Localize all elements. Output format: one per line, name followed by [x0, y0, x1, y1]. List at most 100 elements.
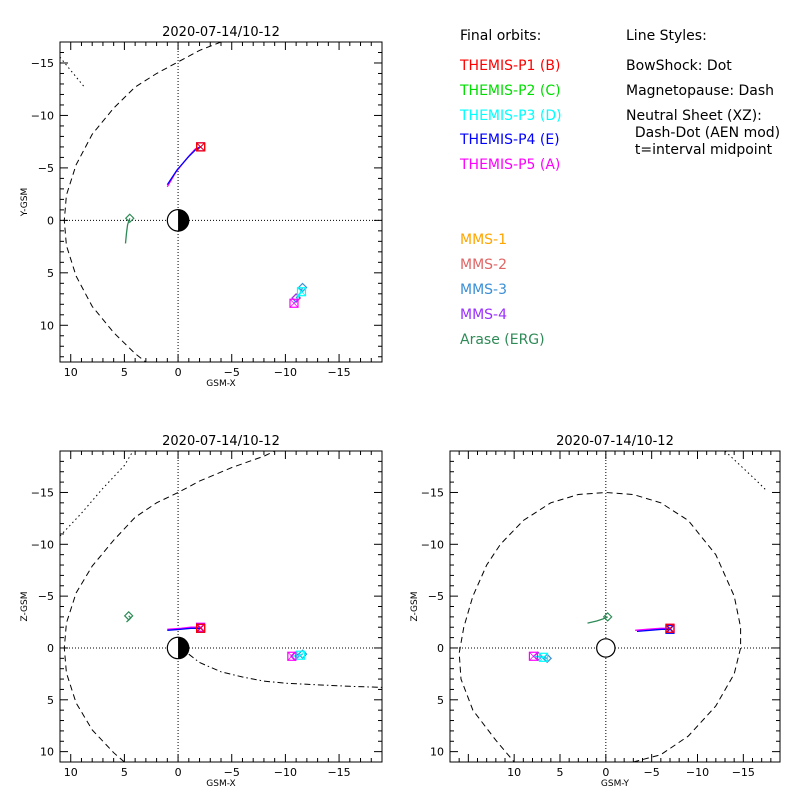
magnetopause-line — [63, 451, 275, 762]
plot-frame — [59, 41, 383, 363]
y-axis-label: Y-GSM — [20, 188, 30, 217]
position-cross-themis-p5-a — [287, 651, 297, 661]
legend-item-mms-4: MMS-4 — [460, 307, 507, 323]
x-tick-label: −5 — [224, 366, 240, 379]
neutral-sheet-xz-line — [188, 653, 382, 688]
line-style-note: t=interval midpoint — [626, 142, 773, 158]
orbit-track-themis-p5-a — [166, 146, 201, 188]
position-cross-themis-p3-d — [297, 287, 306, 296]
line-style-note: Magnetopause: Dash — [626, 83, 774, 99]
y-tick-label: −5 — [428, 590, 444, 603]
position-cross-themis-p3-d — [296, 650, 305, 660]
legend-final-orbits-header: Final orbits: — [460, 28, 541, 44]
legend: Final orbits: Line Styles: THEMIS-P1 (B)… — [459, 28, 780, 348]
x-tick-label: 10 — [507, 766, 521, 779]
plot-area — [54, 42, 382, 364]
y-tick-label: 10 — [40, 319, 54, 332]
legend-item-mms-3: MMS-3 — [460, 282, 507, 298]
x-tick-label: −5 — [644, 766, 660, 779]
legend-item-themis-p2-c: THEMIS-P2 (C) — [459, 83, 561, 99]
x-tick-label: 5 — [557, 766, 564, 779]
y-tick-label: −5 — [38, 162, 54, 175]
position-marker-mms-3 — [542, 653, 553, 664]
y-tick-label: 5 — [47, 267, 54, 280]
position-marker-mms-3 — [297, 282, 308, 293]
panel-yz: 2020-07-14/10-12 10 5 0 −5 −10 −15 −15 −10 −5 0 5 10… — [410, 434, 781, 789]
x-tick-label: −10 — [274, 366, 297, 379]
y-axis-label: Z-GSM — [20, 591, 30, 621]
position-marker-arase-erg — [124, 213, 135, 224]
position-marker-themis-p1-b — [665, 623, 675, 633]
legend-item-mms-2: MMS-2 — [460, 257, 507, 273]
x-tick-label: −10 — [274, 766, 297, 779]
x-tick-label: −5 — [224, 766, 240, 779]
y-axis-label: Z-GSM — [410, 591, 420, 621]
position-marker-themis-p3-d — [296, 287, 307, 297]
x-tick-label: 0 — [602, 766, 609, 779]
position-marker-themis-p5-a — [528, 651, 539, 661]
magnetopause-line — [458, 491, 742, 762]
position-cross-themis-p5-a — [289, 298, 299, 308]
x-tick-label: −15 — [327, 766, 350, 779]
x-tick-label: −15 — [327, 366, 350, 379]
y-tick-label: 0 — [437, 642, 444, 655]
orbit-track-themis-p5-a — [167, 626, 201, 630]
orbit-track-themis-p4-e — [167, 627, 201, 631]
plot-area — [60, 451, 382, 762]
legend-item-mms-1: MMS-1 — [460, 232, 507, 248]
position-marker-arase-erg — [123, 610, 134, 621]
position-marker-themis-p5-a — [287, 651, 297, 661]
y-tick-label: 10 — [430, 746, 444, 759]
y-tick-label: −15 — [421, 486, 444, 499]
earth-icon — [596, 638, 616, 658]
y-tick-label: −10 — [31, 538, 54, 551]
panel-title: 2020-07-14/10-12 — [556, 434, 674, 449]
x-tick-label: 0 — [175, 766, 182, 779]
line-style-note: Neutral Sheet (XZ): — [626, 108, 762, 124]
position-marker-themis-p3-d — [538, 652, 549, 662]
plot-frame — [449, 450, 781, 763]
position-cross-themis-p1-b — [665, 623, 675, 633]
bowshock-line — [54, 359, 58, 364]
legend-item-themis-p5-a: THEMIS-P5 (A) — [459, 157, 560, 173]
position-cross-themis-p3-d — [539, 653, 548, 662]
x-tick-label: −10 — [686, 766, 709, 779]
legend-item-themis-p4-e: THEMIS-P4 (E) — [459, 132, 560, 148]
panel-title: 2020-07-14/10-12 — [162, 25, 280, 40]
legend-item-themis-p3-d: THEMIS-P3 (D) — [459, 108, 562, 124]
y-tick-label: −5 — [38, 590, 54, 603]
x-tick-label: 5 — [121, 366, 128, 379]
plot-area — [450, 451, 780, 762]
y-tick-label: 5 — [47, 694, 54, 707]
position-marker-mms-3 — [297, 649, 308, 660]
plot-frame — [59, 450, 383, 763]
position-marker-themis-p1-b — [196, 142, 206, 152]
legend-item-themis-p1-b: THEMIS-P1 (B) — [459, 58, 560, 74]
y-tick-label: 0 — [47, 642, 54, 655]
x-tick-label: 10 — [64, 766, 78, 779]
y-tick-label: −10 — [421, 538, 444, 551]
y-tick-label: −15 — [31, 57, 54, 70]
y-tick-label: 5 — [437, 694, 444, 707]
bowshock-line — [60, 451, 134, 537]
bowshock-line — [724, 451, 767, 491]
position-marker-themis-p5-a — [289, 298, 299, 308]
y-tick-label: −15 — [31, 486, 54, 499]
x-axis-label: GSM-X — [206, 779, 235, 789]
x-tick-label: 0 — [175, 366, 182, 379]
y-tick-label: −10 — [31, 109, 54, 122]
earth-night-side — [178, 637, 189, 659]
bowshock-line — [60, 56, 84, 87]
y-tick-label: 0 — [47, 214, 54, 227]
orbit-track-themis-p3-d — [533, 655, 544, 658]
legend-item-arase-erg: Arase (ERG) — [460, 332, 545, 348]
panel-xz: 2020-07-14/10-12 10 5 0 −5 −10 −15 −15 −10 −5 0 5 10… — [20, 434, 383, 789]
y-tick-label: 10 — [40, 746, 54, 759]
line-style-note: Dash-Dot (AEN mod) — [626, 125, 780, 141]
position-marker-arase-erg — [602, 612, 613, 622]
x-axis-label: GSM-X — [206, 379, 235, 389]
legend-line-styles-header: Line Styles: — [626, 28, 707, 44]
x-tick-label: 10 — [64, 366, 78, 379]
magnetopause-line — [63, 42, 222, 362]
